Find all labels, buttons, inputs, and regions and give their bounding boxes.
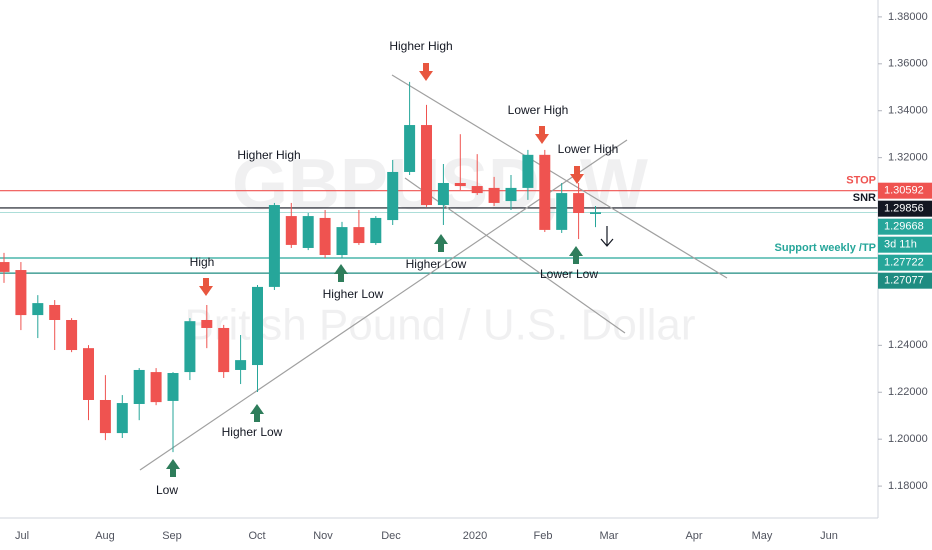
candle-body <box>573 193 585 214</box>
candle-body <box>268 205 280 287</box>
x-tick-label: Mar <box>600 530 619 542</box>
candle-body <box>471 186 483 194</box>
candle-body <box>167 373 179 401</box>
y-tick-label: 1.36000 <box>888 58 928 70</box>
candle-body <box>99 399 111 434</box>
candle-body <box>0 262 10 272</box>
candle-body <box>370 217 382 244</box>
trend-line <box>391 74 728 279</box>
candle-body <box>133 369 145 404</box>
candle-body <box>218 327 230 373</box>
x-tick-label: Aug <box>95 530 115 542</box>
annotation: High <box>190 255 215 269</box>
candle-body <box>387 171 399 221</box>
annotation: Higher Low <box>406 257 467 271</box>
price-label-box <box>878 254 932 271</box>
down-arrow <box>199 278 213 296</box>
candle-body <box>116 403 128 434</box>
down-arrow <box>535 126 549 144</box>
y-tick-label: 1.20000 <box>888 433 928 445</box>
candle-body <box>15 270 27 316</box>
candle-body <box>539 154 551 230</box>
candle-body <box>353 227 365 244</box>
up-arrow <box>569 246 583 264</box>
candle-body <box>49 304 61 320</box>
candle-body <box>150 372 162 403</box>
annotation: Lower High <box>558 142 619 156</box>
candle-body <box>319 217 331 256</box>
x-tick-label: Dec <box>381 530 401 542</box>
up-arrow <box>334 264 348 282</box>
countdown: 3d 11h <box>884 239 917 251</box>
candle-body <box>302 216 314 248</box>
candle-body <box>421 125 432 206</box>
candle-body <box>235 360 247 370</box>
price-label-box <box>878 182 932 199</box>
candle-body <box>505 187 517 202</box>
price-label: 1.27077 <box>884 275 924 287</box>
price-label: 1.30592 <box>884 185 924 197</box>
x-tick-label: Apr <box>685 530 702 542</box>
candle-body <box>336 227 348 256</box>
candle-body <box>83 348 94 400</box>
y-tick-label: 1.22000 <box>888 386 928 398</box>
candle-body <box>437 182 449 206</box>
candle-body <box>32 303 44 316</box>
price-label: 1.27722 <box>884 257 924 269</box>
x-tick-label: May <box>752 530 773 542</box>
x-tick-label: Jul <box>15 530 29 542</box>
x-tick-label: Oct <box>248 530 265 542</box>
candle-body <box>252 286 263 366</box>
y-tick-label: 1.18000 <box>888 480 928 492</box>
level-name: STOP <box>846 175 876 187</box>
x-tick-label: Jun <box>820 530 838 542</box>
level-name: SNR <box>853 192 876 204</box>
candle-body <box>488 187 500 203</box>
annotation: Low <box>156 483 178 497</box>
x-tick-label: Nov <box>313 530 333 542</box>
level-name: Support weekly /TP <box>775 242 876 254</box>
x-tick-label: 2020 <box>463 530 487 542</box>
candle-body <box>285 216 297 245</box>
candle-body <box>404 125 416 172</box>
annotation: Lower High <box>508 103 569 117</box>
candle-body <box>201 319 213 328</box>
candle-body <box>454 182 466 187</box>
x-tick-label: Sep <box>162 530 182 542</box>
down-arrow <box>600 226 614 247</box>
up-arrow <box>166 459 180 477</box>
price-label: 1.29856 <box>884 203 924 215</box>
y-tick-label: 1.34000 <box>888 105 928 117</box>
x-tick-label: Feb <box>534 530 553 542</box>
y-tick-label: 1.32000 <box>888 152 928 164</box>
watermark-name: British Pound / U.S. Dollar <box>184 301 695 350</box>
down-arrow <box>570 166 584 184</box>
candle-body <box>184 321 196 373</box>
countdown-box <box>878 236 932 253</box>
down-arrow <box>419 63 433 81</box>
annotation: Higher Low <box>323 287 384 301</box>
candle-body <box>556 193 568 230</box>
price-label: 1.29668 <box>884 221 924 233</box>
price-label-box <box>878 218 932 235</box>
annotation: Higher High <box>237 148 300 162</box>
price-label-box <box>878 200 932 217</box>
annotation: Higher High <box>389 39 452 53</box>
price-label-box <box>878 272 932 289</box>
candle-body <box>590 212 601 214</box>
annotation: Higher Low <box>222 425 283 439</box>
annotation: Lower Low <box>540 267 598 281</box>
y-tick-label: 1.24000 <box>888 339 928 351</box>
candle-body <box>522 154 534 188</box>
up-arrow <box>434 234 448 252</box>
up-arrow <box>250 404 264 422</box>
candle-body <box>66 319 78 351</box>
y-tick-label: 1.38000 <box>888 11 928 23</box>
